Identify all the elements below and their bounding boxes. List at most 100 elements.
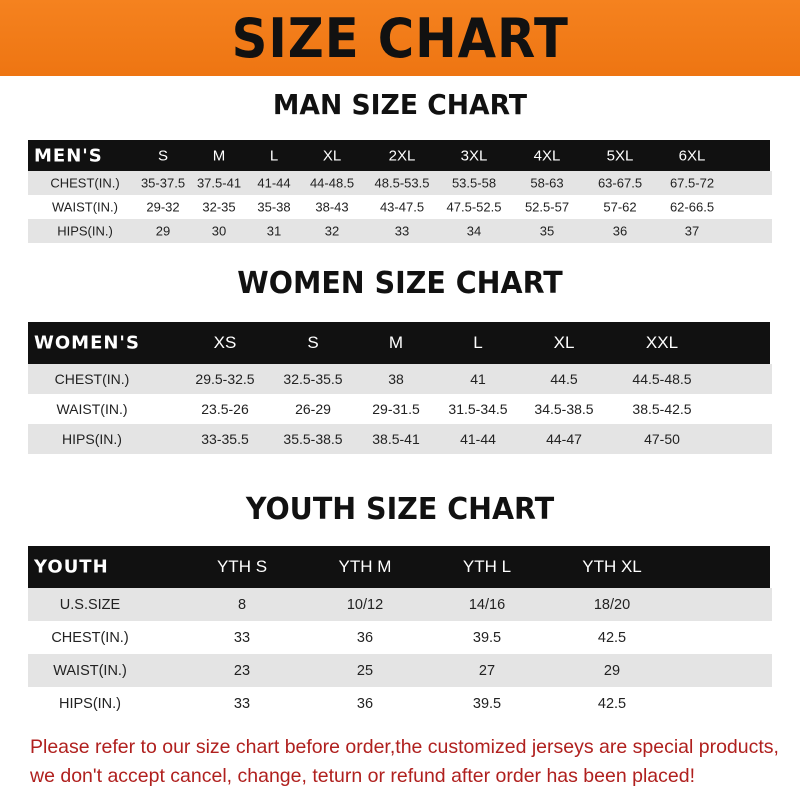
- table-cell: 35-38: [257, 199, 291, 215]
- row-label: WAIST(IN.): [56, 401, 128, 417]
- table-cell: 42.5: [597, 695, 627, 712]
- size-header: L: [473, 333, 483, 352]
- table-cell: 29: [155, 223, 171, 239]
- table-cell: 38: [388, 371, 404, 387]
- row-label: WAIST(IN.): [53, 662, 127, 679]
- row-label: U.S.SIZE: [59, 596, 121, 613]
- table-cell: 47.5-52.5: [446, 199, 502, 215]
- table-cell: 29-31.5: [372, 401, 420, 417]
- table-cell: 18/20: [593, 596, 631, 613]
- table-row: CHEST(IN.) 35-37.5 37.5-41 41-44 44-48.5 48.5…: [28, 171, 772, 195]
- table-row: WAIST(IN.) 23 25 27 29: [28, 654, 772, 687]
- table-header-row: MEN'S S M L XL 2XL 3XL 4XL 5XL 6XL: [28, 140, 772, 171]
- size-header: XL: [553, 333, 575, 352]
- table-cell: 38.5-41: [372, 431, 420, 447]
- row-label: HIPS(IN.): [57, 223, 113, 239]
- table-cell: 32: [324, 223, 340, 239]
- table-cell: 42.5: [597, 629, 627, 646]
- size-header: L: [269, 147, 279, 164]
- table-cell: 38.5-42.5: [632, 401, 692, 417]
- order-notice: Please refer to our size chart before or…: [30, 733, 790, 791]
- table-row: HIPS(IN.) 29 30 31 32 33 34 35 36 37: [28, 219, 772, 243]
- table-cell: 26-29: [295, 401, 331, 417]
- table-cell: 36: [612, 223, 628, 239]
- table-cell: 41-44: [257, 175, 291, 191]
- size-header: XXL: [645, 333, 679, 352]
- women-size-table: WOMEN'S XS S M L XL XXL CHEST(IN.) 29.5-32.5 32.5…: [28, 322, 772, 454]
- size-header: 6XL: [678, 147, 706, 164]
- row-label: CHEST(IN.): [51, 629, 129, 646]
- table-cell: 44-47: [546, 431, 582, 447]
- youth-title: YOUTH SIZE CHART: [245, 492, 555, 527]
- table-cell: 52.5-57: [524, 199, 570, 215]
- banner-title: SIZE CHART: [231, 6, 569, 70]
- table-header-row: WOMEN'S XS S M L XL XXL: [28, 322, 772, 364]
- youth-size-table: YOUTH YTH S YTH M YTH L YTH XL U.S.SIZE 8 10/12…: [28, 546, 772, 720]
- women-title: WOMEN SIZE CHART: [237, 266, 563, 301]
- table-cell: 37.5-41: [196, 175, 242, 191]
- table-cell: 23: [233, 662, 251, 679]
- size-header: M: [388, 333, 404, 352]
- table-cell: 53.5-58: [451, 175, 497, 191]
- table-cell: 43-47.5: [379, 199, 425, 215]
- table-cell: 31: [266, 223, 282, 239]
- table-cell: 33: [233, 629, 251, 646]
- size-header: S: [307, 333, 319, 352]
- notice-line: we don't accept cancel, change, teturn o…: [30, 765, 695, 787]
- men-title: MAN SIZE CHART: [272, 88, 528, 121]
- table-row: WAIST(IN.) 29-32 32-35 35-38 38-43 43-47.5 47.…: [28, 195, 772, 219]
- table-cell: 29.5-32.5: [195, 371, 255, 387]
- table-title-cell: WOMEN'S: [34, 332, 140, 354]
- table-cell: 34: [466, 223, 482, 239]
- size-header: M: [212, 147, 226, 164]
- table-row: HIPS(IN.) 33 36 39.5 42.5: [28, 687, 772, 720]
- table-row: CHEST(IN.) 29.5-32.5 32.5-35.5 38 41 44.5 44.5…: [28, 364, 772, 394]
- size-header: XL: [322, 147, 342, 164]
- size-header: 4XL: [533, 147, 561, 164]
- table-cell: 47-50: [644, 431, 680, 447]
- size-header: YTH S: [216, 557, 268, 576]
- table-cell: 25: [356, 662, 374, 679]
- table-cell: 67.5-72: [669, 175, 715, 191]
- table-cell: 29-32: [146, 199, 180, 215]
- size-header: S: [157, 147, 169, 164]
- table-cell: 62-66.5: [669, 199, 715, 215]
- table-cell: 63-67.5: [597, 175, 643, 191]
- table-cell: 37: [684, 223, 700, 239]
- table-cell: 8: [237, 596, 247, 613]
- table-cell: 32-35: [202, 199, 236, 215]
- size-header: 3XL: [460, 147, 488, 164]
- banner: SIZE CHART: [0, 0, 800, 76]
- size-header: 2XL: [388, 147, 416, 164]
- table-cell: 32.5-35.5: [283, 371, 343, 387]
- table-cell: 35-37.5: [140, 175, 186, 191]
- row-label: CHEST(IN.): [54, 371, 130, 387]
- table-cell: 27: [478, 662, 496, 679]
- table-cell: 33: [394, 223, 410, 239]
- table-cell: 23.5-26: [201, 401, 249, 417]
- size-header: 5XL: [606, 147, 634, 164]
- table-cell: 10/12: [346, 596, 384, 613]
- men-size-table: MEN'S S M L XL 2XL 3XL 4XL 5XL 6XL CHEST(IN.) 35-37…: [28, 140, 772, 243]
- table-cell: 44.5: [550, 371, 578, 387]
- table-cell: 39.5: [472, 629, 502, 646]
- table-cell: 44-48.5: [309, 175, 355, 191]
- size-header: YTH M: [338, 557, 392, 576]
- table-cell: 35: [539, 223, 555, 239]
- table-cell: 41-44: [460, 431, 496, 447]
- table-cell: 39.5: [472, 695, 502, 712]
- table-cell: 31.5-34.5: [448, 401, 508, 417]
- table-cell: 41: [470, 371, 486, 387]
- table-cell: 34.5-38.5: [534, 401, 594, 417]
- table-cell: 33: [233, 695, 251, 712]
- notice-line: Please refer to our size chart before or…: [30, 736, 779, 758]
- table-row: WAIST(IN.) 23.5-26 26-29 29-31.5 31.5-34.5 34…: [28, 394, 772, 424]
- row-label: HIPS(IN.): [58, 695, 122, 712]
- table-cell: 14/16: [468, 596, 506, 613]
- table-cell: 30: [211, 223, 227, 239]
- table-title-cell: YOUTH: [34, 556, 109, 578]
- table-row: HIPS(IN.) 33-35.5 35.5-38.5 38.5-41 41-44 44-…: [28, 424, 772, 454]
- row-label: CHEST(IN.): [50, 175, 120, 191]
- size-header: XS: [213, 333, 237, 352]
- table-cell: 36: [356, 629, 374, 646]
